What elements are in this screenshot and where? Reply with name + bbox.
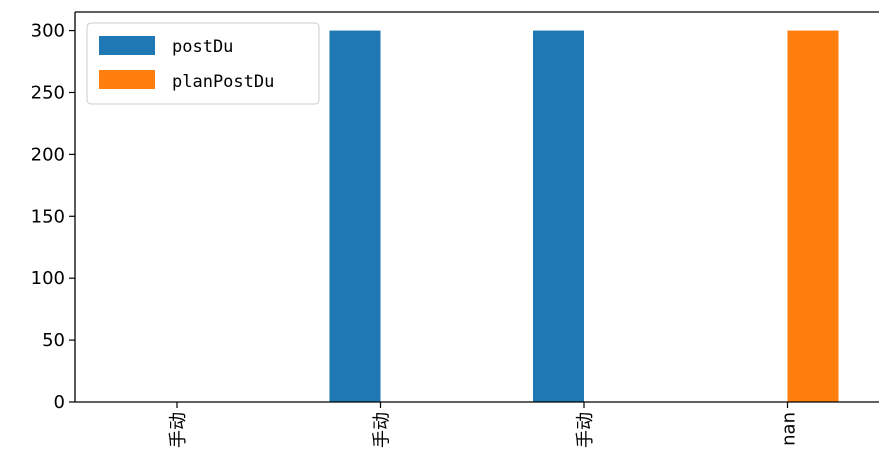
y-tick-label-2: 100 <box>31 268 65 289</box>
bar-planPostDu-3 <box>787 30 839 402</box>
y-tick-label-6: 300 <box>31 21 65 42</box>
x-tick-label-1: 手动 <box>372 412 393 448</box>
legend-label-planPostDu: planPostDu <box>172 72 274 92</box>
y-axis: 0 50 100 150 200 250 300 <box>31 21 75 413</box>
legend-swatch-planPostDu <box>99 70 155 89</box>
bars-group <box>329 30 839 402</box>
x-tick-label-3: nan <box>779 412 800 446</box>
x-axis: 手动 手动 手动 nan <box>168 402 800 448</box>
y-tick-label-0: 0 <box>54 392 65 413</box>
bar-postDu-1 <box>329 30 381 402</box>
y-tick-label-5: 250 <box>31 82 65 103</box>
bar-postDu-2 <box>533 30 584 402</box>
y-tick-label-1: 50 <box>42 330 65 351</box>
y-tick-label-3: 150 <box>31 206 65 227</box>
legend-label-postDu: postDu <box>172 37 233 57</box>
x-tick-label-0: 手动 <box>168 412 189 448</box>
x-tick-label-2: 手动 <box>575 412 596 448</box>
legend: postDu planPostDu <box>86 22 320 105</box>
y-tick-label-4: 200 <box>31 144 65 165</box>
legend-swatch-postDu <box>99 36 155 55</box>
